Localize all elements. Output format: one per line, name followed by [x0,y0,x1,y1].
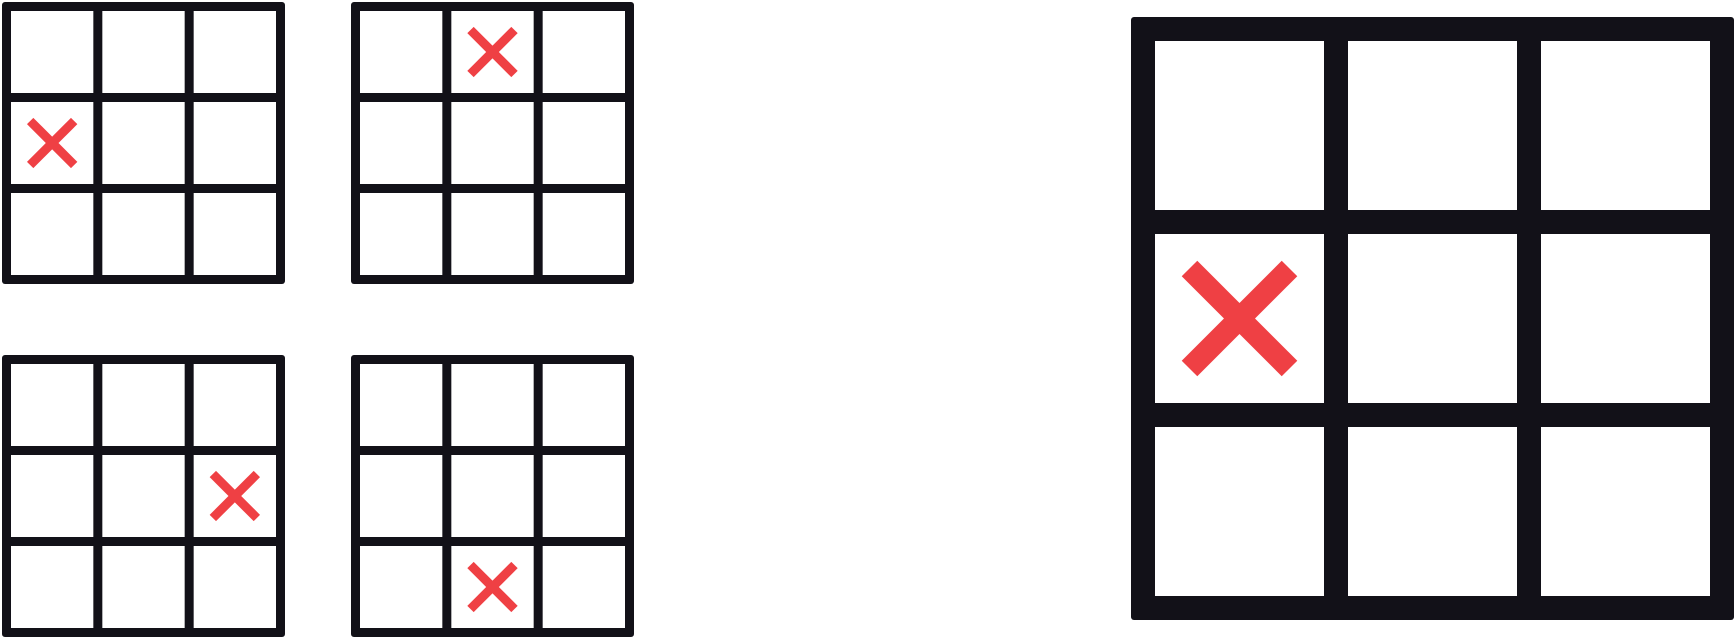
board-cell [542,11,625,93]
board-cell [11,193,94,275]
board-cell [1541,234,1710,403]
board-cell [451,455,534,537]
board-cell [11,364,94,446]
board-cell [360,364,443,446]
board-cell [102,193,185,275]
x-mark-stroke [26,117,78,169]
board-cell [193,546,276,628]
x-mark-stroke [1181,260,1298,377]
board-cell [102,546,185,628]
x-mark-icon [1181,260,1298,377]
board-cell [102,364,185,446]
board-cell [542,193,625,275]
board-cell [1348,427,1517,596]
board-cell [102,102,185,184]
board-cell [451,102,534,184]
board-cell [360,193,443,275]
board-small-3 [2,355,285,637]
x-mark-stroke [467,561,518,613]
x-mark-stroke [209,470,261,522]
board-cell [1348,41,1517,210]
board-cell [360,455,443,537]
board-cell [1541,427,1710,596]
board-cell [1155,427,1324,596]
board-cell [542,364,625,446]
board-cell [360,102,443,184]
board-small-2 [351,2,634,284]
board-large [1131,17,1734,620]
board-cell [102,455,185,537]
x-mark-icon [26,117,78,169]
board-cell [193,364,276,446]
board-cell [360,11,443,93]
board-small-1 [2,2,285,284]
board-cell [542,546,625,628]
board-cell [193,193,276,275]
board-cell [193,11,276,93]
board-cell [1155,41,1324,210]
board-cell [542,455,625,537]
x-mark-stroke [467,26,518,78]
board-cell [542,102,625,184]
board-cell [1541,41,1710,210]
board-cell [360,546,443,628]
board-cell [193,102,276,184]
board-cell [11,546,94,628]
board-cell [11,11,94,93]
board-cell [451,193,534,275]
x-mark-icon [209,470,261,522]
board-cell [11,455,94,537]
board-small-4 [351,355,634,637]
x-mark-icon [467,26,518,78]
x-mark-icon [467,561,518,613]
board-cell [1348,234,1517,403]
board-cell [102,11,185,93]
board-cell [451,364,534,446]
